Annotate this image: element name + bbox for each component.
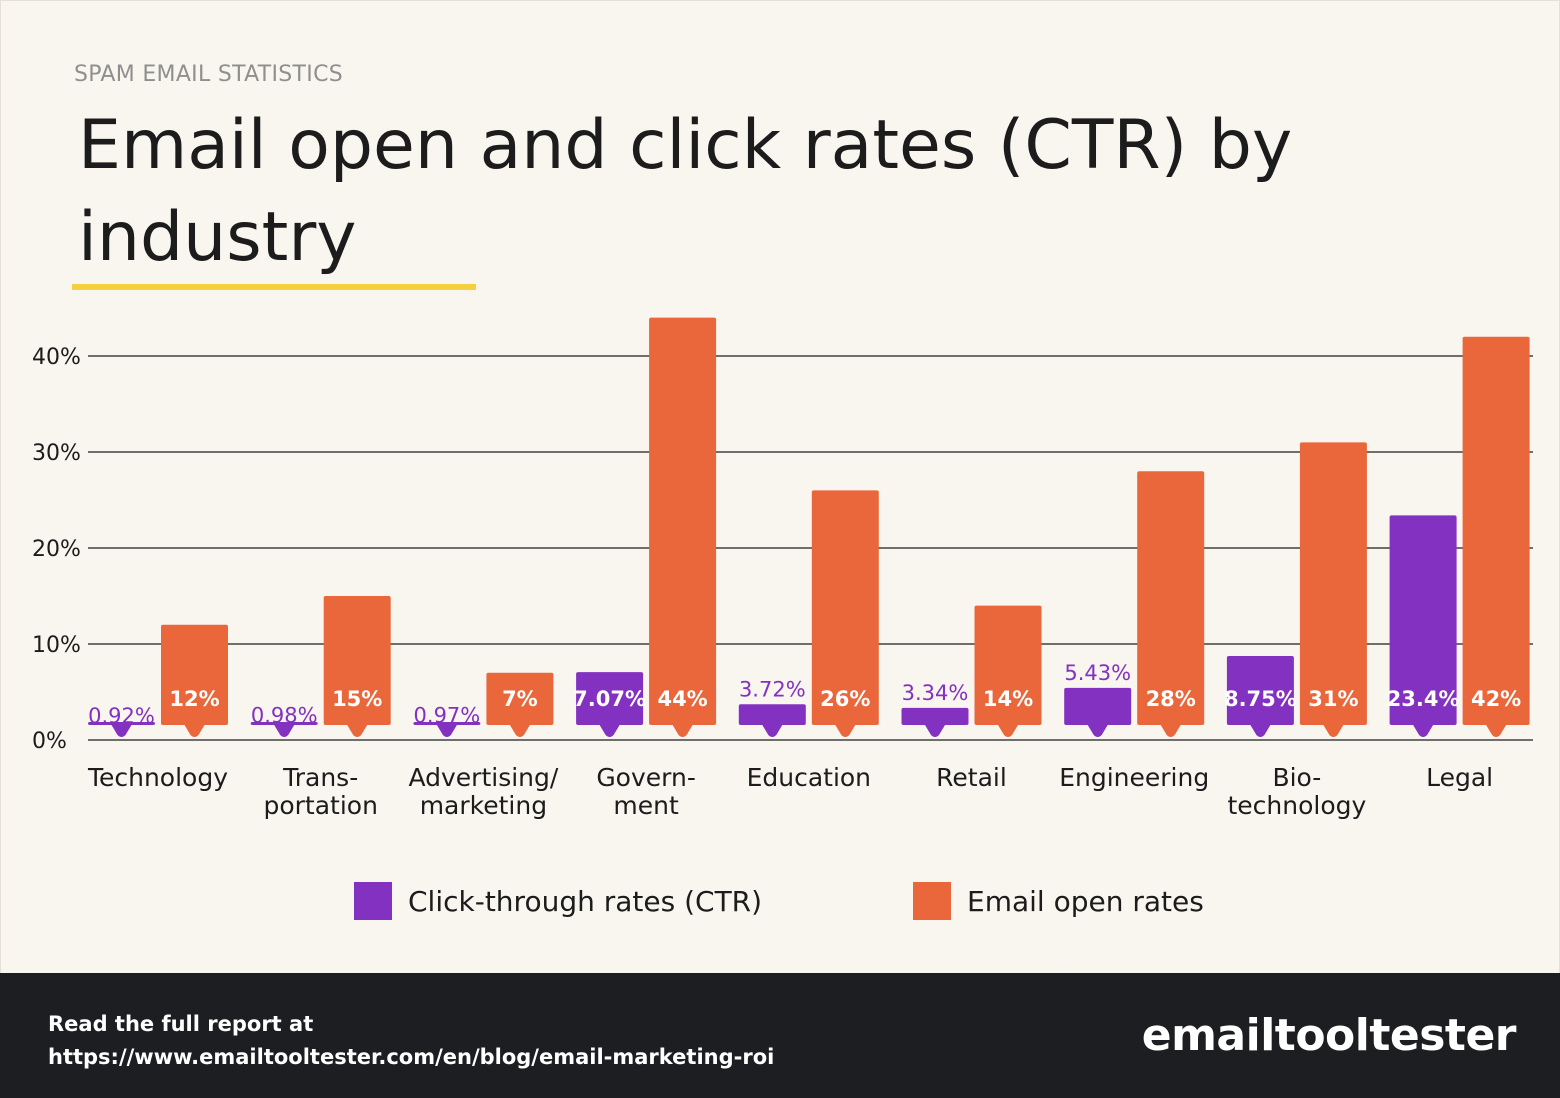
data-label-open-rate: 7% — [502, 687, 538, 711]
data-label-ctr: 0.92% — [88, 704, 155, 728]
y-tick-label: 30% — [32, 441, 81, 466]
category-label: Education — [747, 763, 871, 792]
category-label: Advertising/ — [408, 763, 558, 792]
legend-swatch-open — [913, 882, 951, 920]
footer-report-link[interactable]: https://www.emailtooltester.com/en/blog/… — [48, 1045, 775, 1069]
footer-line-1: Read the full report at — [48, 1012, 314, 1036]
bar-open-rate — [974, 605, 1042, 725]
data-label-ctr: 0.97% — [414, 704, 481, 728]
footer-text: Read the full report at https://www.emai… — [48, 1008, 774, 1074]
bar-open-rate — [1299, 442, 1367, 725]
legend-swatch-ctr — [354, 882, 392, 920]
legend-label-open: Email open rates — [967, 884, 1204, 918]
bar-ctr — [1226, 656, 1294, 725]
bar-open-rate — [486, 672, 554, 725]
data-label-ctr: 23.4% — [1387, 687, 1460, 711]
category-label: Trans- — [282, 763, 358, 792]
bar-open-rate — [323, 596, 391, 725]
bar-pointer — [998, 725, 1018, 737]
footer-bar — [0, 973, 1560, 1098]
legend-label-ctr: Click-through rates (CTR) — [408, 884, 763, 918]
bar-pointer — [1250, 725, 1271, 737]
bar-pointer — [347, 725, 368, 737]
data-label-open-rate: 12% — [169, 687, 219, 711]
y-tick-label: 40% — [32, 345, 81, 370]
bar-open-rate — [1137, 471, 1205, 725]
category-labels: Technology Trans-portation Advertising/mar… — [87, 763, 1493, 820]
bar-ctr — [738, 704, 806, 725]
bar-pointer — [436, 725, 457, 737]
data-label-ctr: 7.07% — [573, 687, 646, 711]
title-underline — [72, 284, 476, 290]
category-label: Legal — [1426, 763, 1493, 792]
legend-item-ctr: Click-through rates (CTR) — [354, 882, 762, 920]
category-label: Bio- — [1272, 763, 1321, 792]
data-label-open-rate: 14% — [983, 687, 1033, 711]
bar-pointer — [1087, 725, 1108, 737]
bar-ctr — [88, 722, 155, 725]
category-label: Retail — [936, 763, 1007, 792]
legend-item-open: Email open rates — [913, 882, 1204, 920]
page-title: Email open and click rates (CTR) by indu… — [78, 106, 1293, 277]
bar-pointer — [672, 725, 693, 737]
bar-pointer — [509, 725, 530, 737]
category-label: Technology — [87, 763, 228, 792]
bar-ctr — [901, 707, 969, 725]
category-label: Engineering — [1059, 763, 1209, 792]
footer-notch — [1030, 973, 1150, 1010]
category-label: Govern- — [596, 763, 696, 792]
bar-ctr — [1389, 515, 1457, 725]
category-label: technology — [1227, 791, 1366, 820]
bar-pointer — [1413, 725, 1434, 737]
bar-pointer — [1323, 725, 1344, 737]
y-tick-label: 10% — [32, 633, 81, 658]
data-label-open-rate: 44% — [657, 687, 707, 711]
data-label-open-rate: 26% — [820, 687, 870, 711]
data-label-ctr: 3.72% — [739, 677, 806, 701]
bar-open-rate — [811, 490, 879, 725]
category-label: portation — [263, 791, 377, 820]
bar-pointer — [925, 725, 945, 737]
data-label-ctr: 0.98% — [251, 704, 318, 728]
bar-pointer — [835, 725, 856, 737]
category-label: ment — [613, 791, 679, 820]
bar-open-rate — [649, 317, 717, 725]
data-label-open-rate: 31% — [1308, 687, 1358, 711]
bars — [88, 317, 1530, 737]
bar-pointer — [274, 725, 295, 737]
bar-ctr — [250, 722, 318, 725]
bar-pointer — [599, 725, 620, 737]
data-label-ctr: 3.34% — [902, 681, 969, 705]
y-axis-ticks: 0% 10% 20% 30% 40% — [32, 345, 81, 754]
bar-open-rate — [161, 624, 228, 725]
y-tick-label: 0% — [32, 729, 67, 754]
data-label-open-rate: 15% — [332, 687, 382, 711]
bar-open-rate — [1462, 336, 1530, 725]
bar-ctr — [576, 672, 644, 725]
bar-pointer — [1486, 725, 1507, 737]
bar-ctr — [1064, 687, 1132, 725]
y-tick-label: 20% — [32, 537, 81, 562]
bar-pointer — [1160, 725, 1181, 737]
data-label-ctr: 5.43% — [1064, 661, 1131, 685]
data-label-open-rate: 42% — [1471, 687, 1521, 711]
eyebrow-label: SPAM EMAIL STATISTICS — [74, 62, 343, 87]
bar-pointer — [762, 725, 783, 737]
bar-pointer — [111, 725, 132, 737]
category-label: marketing — [420, 791, 547, 820]
brand-logo: emailtooltester — [1141, 1010, 1517, 1061]
data-label-open-rate: 28% — [1146, 687, 1196, 711]
data-labels: 0.92% 12% 0.98% 15% 0.97% 7% 7.07% 44% 3.72% 26% 3… — [88, 661, 1521, 728]
data-label-ctr: 8.75% — [1224, 687, 1297, 711]
bar-chart: 0% 10% 20% 30% 40% 0.92% 12% 0.98% 15% 0.97% 7% 7.… — [32, 317, 1533, 820]
bar-ctr — [413, 722, 481, 725]
bar-pointer — [184, 725, 205, 737]
